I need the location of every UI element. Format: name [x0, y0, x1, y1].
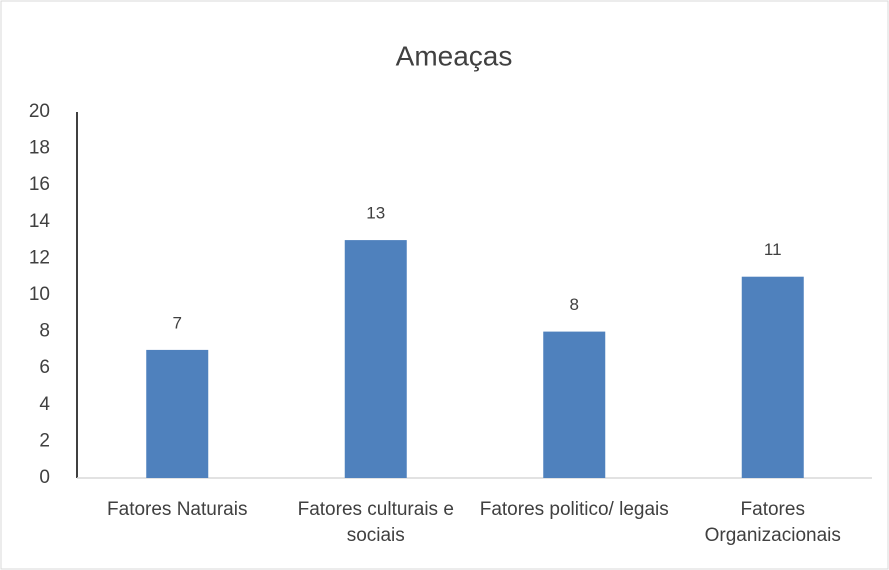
x-tick-label: Fatores Naturais	[107, 499, 248, 520]
y-tick-label: 14	[29, 211, 51, 232]
x-tick-label: Fatores culturais e sociais	[297, 499, 454, 546]
x-tick-label: Fatores politico/ legais	[479, 499, 669, 520]
y-tick-label: 6	[39, 357, 50, 378]
y-tick-label: 16	[29, 174, 50, 195]
y-tick-label: 18	[29, 138, 50, 159]
y-tick-label: 20	[29, 101, 50, 122]
data-label: 8	[570, 295, 579, 314]
chart-title: Ameaças	[396, 40, 513, 71]
y-tick-label: 8	[39, 321, 50, 342]
y-tick-label: 2	[39, 430, 50, 451]
x-tick-label: Fatores Organizacionais	[704, 499, 841, 546]
y-tick-label: 0	[39, 467, 50, 488]
y-tick-label: 12	[29, 247, 50, 268]
data-label: 13	[366, 204, 385, 223]
y-tick-label: 10	[29, 284, 50, 305]
bar	[741, 276, 804, 478]
y-tick-label: 4	[39, 394, 50, 415]
data-label: 11	[764, 240, 782, 259]
data-label: 7	[173, 313, 182, 332]
bar	[344, 240, 407, 478]
bar	[543, 331, 606, 478]
bar	[146, 349, 209, 478]
